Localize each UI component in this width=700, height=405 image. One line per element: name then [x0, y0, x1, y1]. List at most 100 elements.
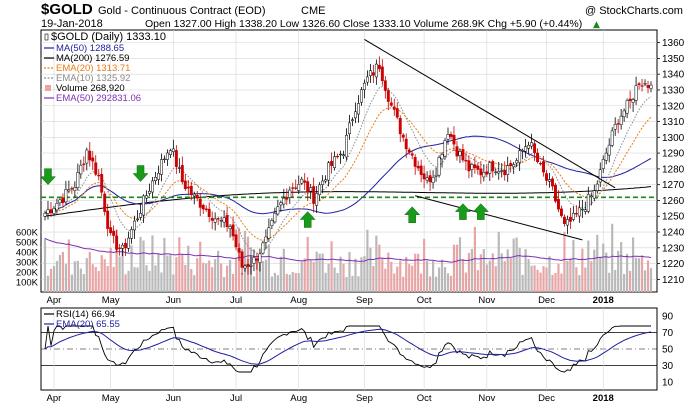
x-tick-label: Apr: [47, 393, 62, 404]
candle-body: [416, 166, 420, 169]
candle-body: [249, 265, 253, 267]
candle-body: [121, 244, 125, 249]
volume-bar: [464, 272, 468, 292]
candle-body: [530, 142, 534, 147]
candle-body: [228, 226, 232, 230]
volume-bar: [276, 275, 279, 292]
volume-bar: [181, 254, 184, 292]
legend-item: EMA(50) 292831.06: [44, 93, 141, 104]
candle-body: [533, 143, 537, 153]
candle-body: [177, 167, 181, 169]
candle-body: [542, 161, 545, 173]
candle-body: [601, 159, 605, 169]
x-axis-top: Apr May Jun Jul Aug Sep Oct Nov Dec 2018: [47, 295, 614, 306]
volume-bar: [175, 257, 178, 292]
volume-bar: [572, 239, 575, 292]
volume-bar: [420, 273, 423, 292]
volume-bar: [217, 250, 220, 292]
volume-bar: [530, 265, 533, 292]
price-tick-label: 1330: [662, 85, 685, 96]
volume-bar: [527, 259, 530, 292]
candle-body: [646, 85, 650, 88]
candle-body: [136, 218, 139, 221]
candle-body: [443, 140, 447, 157]
candle-body: [315, 193, 319, 206]
candle-body: [288, 189, 292, 198]
x-tick-label: Nov: [478, 393, 495, 404]
x-tick-label: 2018: [593, 295, 614, 306]
candle-body: [619, 115, 623, 125]
candle-body: [61, 197, 65, 203]
volume-tick-label: 300K: [16, 258, 39, 269]
legend-label: EMA(50) 292831.06: [56, 93, 141, 104]
candle-body: [73, 187, 77, 192]
candle-body: [622, 110, 626, 118]
candle-body: [70, 188, 74, 190]
volume-bar: [49, 268, 53, 292]
candle-body: [461, 149, 465, 161]
volume-bar: [231, 273, 235, 292]
volume-bar: [243, 230, 247, 292]
volume-bar: [360, 257, 363, 292]
candle-body: [371, 72, 375, 76]
volume-bar: [97, 271, 100, 292]
volume-bar: [560, 273, 563, 292]
volume-bar: [551, 274, 554, 292]
volume-bar: [548, 256, 551, 292]
price-tick-label: 1340: [662, 70, 685, 81]
volume-bar: [566, 260, 569, 292]
volume-bar: [423, 238, 426, 292]
rsi-tick-label: 70: [662, 328, 674, 339]
volume-bar: [378, 244, 381, 292]
x-tick-label: Sep: [356, 393, 373, 404]
down-arrow-icon: [39, 168, 57, 186]
candle-body: [354, 111, 357, 119]
candle-body: [640, 85, 644, 87]
candle-body: [112, 230, 116, 236]
candle-body: [255, 258, 259, 261]
candle-body: [392, 106, 396, 110]
candle-body: [318, 184, 322, 195]
candle-body: [252, 257, 256, 264]
candle-body: [139, 213, 142, 218]
candle-body: [300, 178, 304, 184]
volume-bar: [184, 264, 187, 292]
candle-body: [518, 150, 522, 163]
price-tick-label: 1260: [662, 196, 685, 207]
candle-body: [431, 177, 435, 183]
candle-body: [279, 202, 283, 206]
candle-body: [127, 237, 131, 249]
volume-bar: [575, 267, 578, 292]
volume-bar: [199, 241, 202, 292]
volume-bar: [211, 267, 214, 292]
candle-body: [351, 119, 354, 121]
candle-body: [276, 206, 280, 215]
volume-bar: [321, 253, 324, 292]
volume-bar: [443, 267, 447, 292]
candle-body: [303, 180, 307, 183]
volume-bar: [52, 266, 56, 292]
volume-bar: [503, 261, 506, 292]
rsi-lines: [44, 325, 652, 373]
volume-bar: [357, 276, 360, 292]
candle-body: [339, 153, 342, 156]
volume-bar: [267, 245, 270, 292]
candle-body: [437, 157, 441, 176]
legend-label: MA(50) 1288.65: [56, 43, 124, 54]
candle-body: [401, 134, 405, 138]
legend-item: MA(50) 1288.65: [44, 43, 124, 54]
volume-bar: [646, 260, 650, 292]
up-arrow-icon: [404, 206, 421, 224]
candle-body: [85, 149, 89, 164]
volume-bar: [452, 244, 456, 292]
volume-bar: [539, 272, 542, 292]
candle-body: [613, 124, 617, 130]
candle-body: [464, 159, 468, 162]
candle-body: [455, 146, 459, 157]
candle-body: [362, 82, 366, 90]
volume-bar: [187, 245, 190, 292]
volume-bar: [76, 260, 79, 292]
volume-bar: [491, 253, 494, 292]
volume-bar: [43, 238, 47, 292]
candle-body: [500, 170, 504, 172]
